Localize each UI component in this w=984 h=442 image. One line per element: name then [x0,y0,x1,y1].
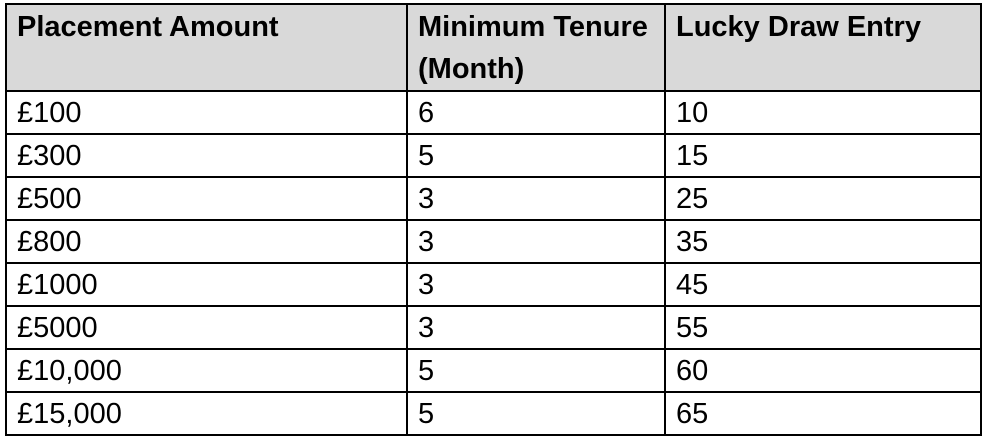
lucky-draw-entry-cell: 15 [664,133,982,178]
placement-amount-cell: £5000 [5,305,408,350]
lucky-draw-entry-cell: 45 [664,262,982,307]
header-placement-amount: Placement Amount [5,3,408,92]
header-minimum-tenure: Minimum Tenure (Month) [406,3,666,92]
table-row: £300 5 15 [5,133,982,178]
minimum-tenure-cell: 5 [406,133,666,178]
minimum-tenure-cell: 5 [406,348,666,393]
minimum-tenure-cell: 3 [406,219,666,264]
placement-amount-cell: £800 [5,219,408,264]
minimum-tenure-cell: 3 [406,305,666,350]
placement-amount-cell: £300 [5,133,408,178]
table-row: £100 6 10 [5,90,982,135]
minimum-tenure-cell: 5 [406,391,666,436]
table-header-row: Placement Amount Minimum Tenure (Month) … [5,3,982,92]
header-lucky-draw-entry: Lucky Draw Entry [664,3,982,92]
table-row: £500 3 25 [5,176,982,221]
lucky-draw-entry-cell: 55 [664,305,982,350]
lucky-draw-entry-cell: 35 [664,219,982,264]
lucky-draw-entry-cell: 10 [664,90,982,135]
minimum-tenure-cell: 6 [406,90,666,135]
table-row: £5000 3 55 [5,305,982,350]
table-row: £15,000 5 65 [5,391,982,436]
placement-amount-cell: £10,000 [5,348,408,393]
table-row: £800 3 35 [5,219,982,264]
lucky-draw-entry-cell: 65 [664,391,982,436]
lucky-draw-entry-cell: 60 [664,348,982,393]
table-row: £1000 3 45 [5,262,982,307]
placement-amount-cell: £1000 [5,262,408,307]
minimum-tenure-cell: 3 [406,262,666,307]
table-row: £10,000 5 60 [5,348,982,393]
placement-amount-cell: £100 [5,90,408,135]
minimum-tenure-cell: 3 [406,176,666,221]
lucky-draw-entry-cell: 25 [664,176,982,221]
placement-table: Placement Amount Minimum Tenure (Month) … [5,3,982,436]
placement-amount-cell: £500 [5,176,408,221]
placement-amount-cell: £15,000 [5,391,408,436]
